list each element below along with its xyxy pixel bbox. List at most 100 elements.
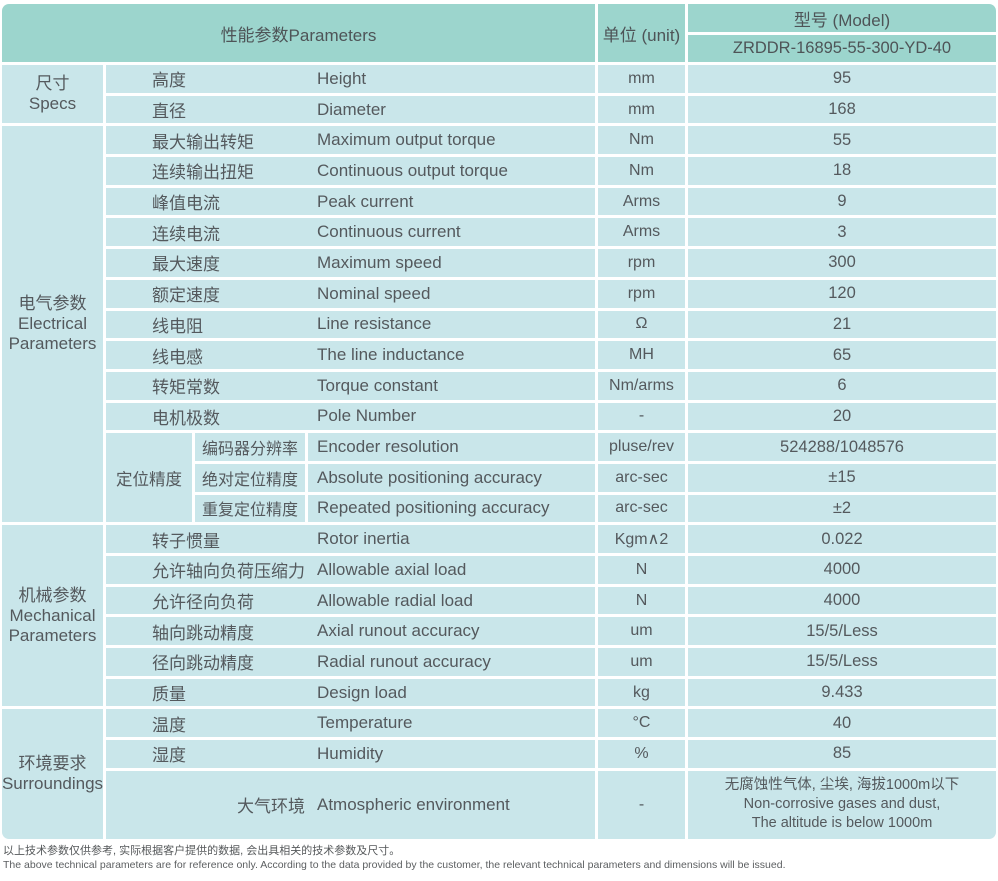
unit-cell: mm	[598, 65, 685, 93]
category-mechanical-line-cn: 机械参数	[18, 585, 87, 605]
unit-cell: kg	[598, 678, 685, 707]
unit-cell: pluse/rev	[598, 433, 685, 461]
value-cell: 4000	[688, 556, 996, 584]
value-cell: 120	[688, 279, 996, 308]
footer-note-en: The above technical parameters are for r…	[3, 859, 786, 871]
unit-cell: Nm	[598, 157, 685, 185]
param-name-cell: 允许径向负荷 Allowable radial load	[106, 586, 595, 615]
param-en-label: The line inductance	[317, 345, 465, 365]
param-cn-label: 额定速度	[152, 286, 220, 306]
param-en-label: Pole Number	[317, 406, 417, 426]
value-cell: 9	[688, 187, 996, 216]
param-name-cell: 连续输出扭矩 Continuous output torque	[106, 157, 595, 185]
param-name-cell: 最大速度 Maximum speed	[106, 249, 595, 277]
param-cn-label: 线电阻	[152, 316, 203, 336]
category-electrical-cell: 电气参数 Electrical Parameters	[2, 126, 103, 523]
unit-cell: rpm	[598, 249, 685, 277]
param-cn-label: 允许轴向负荷压缩力	[152, 562, 305, 582]
value-cell: 85	[688, 740, 996, 768]
param-en-label: Design load	[317, 682, 407, 702]
category-electrical-line-cn: 电气参数	[18, 294, 87, 314]
atmospheric-value-line-2: Non-corrosive gases and dust,	[743, 796, 941, 813]
param-cn-label: 湿度	[152, 746, 186, 766]
value-cell: 40	[688, 709, 996, 738]
param-name-cell: 转子惯量 Rotor inertia	[106, 525, 595, 553]
param-name-cell: 允许轴向负荷压缩力 Allowable axial load	[106, 556, 595, 584]
param-en-label: Torque constant	[317, 375, 438, 395]
footer-note-cn: 以上技术参数仅供参考, 实际根据客户提供的数据, 会出具相关的技术参数及尺寸。	[3, 845, 401, 857]
unit-cell: arc-sec	[598, 494, 685, 523]
category-mechanical-cell: 机械参数 Mechanical Parameters	[2, 525, 103, 707]
header-model-label-cell: 型号 (Model)	[688, 4, 996, 32]
unit-cell: %	[598, 740, 685, 768]
unit-cell: Nm/arms	[598, 371, 685, 400]
category-mechanical-line-en2: Parameters	[8, 625, 97, 645]
param-cn-label: 允许径向负荷	[152, 593, 254, 613]
param-en-label: Maximum speed	[317, 252, 442, 272]
value-cell: 300	[688, 249, 996, 277]
unit-cell: -	[598, 770, 685, 839]
param-en-label: Nominal speed	[317, 283, 431, 303]
value-cell: 15/5/Less	[688, 617, 996, 646]
param-name-cell: 额定速度 Nominal speed	[106, 279, 595, 308]
value-cell: 4000	[688, 586, 996, 615]
value-cell: 21	[688, 310, 996, 339]
atmospheric-value-line-1: 无腐蚀性气体, 尘埃, 海拔1000m以下	[724, 777, 960, 794]
param-en-label: Rotor inertia	[317, 529, 410, 549]
sub-param-cn-cell: 绝对定位精度	[195, 463, 305, 492]
param-name-cell: 高度 Height	[106, 65, 595, 93]
param-name-cell: 连续电流 Continuous current	[106, 218, 595, 247]
sub-param-en-cell: Repeated positioning accuracy	[308, 494, 595, 523]
param-cn-label: 电机极数	[152, 408, 220, 428]
param-en-label: Peak current	[317, 191, 414, 211]
value-cell: 3	[688, 218, 996, 247]
unit-cell: N	[598, 556, 685, 584]
spec-table: 性能参数Parameters 单位 (unit) 型号 (Model) ZRDD…	[2, 4, 996, 839]
param-en-label: Atmospheric environment	[317, 794, 510, 814]
param-en-label: Line resistance	[317, 314, 432, 334]
param-name-cell: 峰值电流 Peak current	[106, 187, 595, 216]
header-unit-cell: 单位 (unit)	[598, 4, 685, 62]
param-cn-label: 最大输出转矩	[152, 132, 254, 152]
param-en-label: Maximum output torque	[317, 130, 496, 150]
value-cell: 15/5/Less	[688, 648, 996, 676]
param-cn-label: 轴向跳动精度	[152, 623, 254, 643]
param-name-cell: 线电阻 Line resistance	[106, 310, 595, 339]
unit-cell: Arms	[598, 187, 685, 216]
category-specs-cell: 尺寸 Specs	[2, 65, 103, 124]
value-cell: 20	[688, 402, 996, 431]
category-surroundings-line-en: Surroundings	[2, 774, 103, 794]
param-name-cell: 大气环境 Atmospheric environment	[106, 770, 595, 839]
sub-param-cn-cell: 编码器分辨率	[195, 433, 305, 461]
sub-param-en-cell: Encoder resolution	[308, 433, 595, 461]
param-en-label: Allowable axial load	[317, 559, 467, 579]
value-cell: 0.022	[688, 525, 996, 553]
unit-cell: °C	[598, 709, 685, 738]
value-cell: ±2	[688, 494, 996, 523]
category-surroundings-cell: 环境要求 Surroundings	[2, 709, 103, 839]
value-cell: 18	[688, 157, 996, 185]
param-en-label: Temperature	[317, 713, 413, 733]
param-en-label: Axial runout accuracy	[317, 621, 480, 641]
param-cn-label: 转子惯量	[152, 531, 220, 551]
param-name-cell: 温度 Temperature	[106, 709, 595, 738]
category-specs-line-cn: 尺寸	[35, 74, 70, 94]
category-specs-line-en: Specs	[28, 94, 77, 114]
param-cn-label: 温度	[152, 715, 186, 735]
param-cn-label: 最大速度	[152, 255, 220, 275]
footer-notes: 以上技术参数仅供参考, 实际根据客户提供的数据, 会出具相关的技术参数及尺寸。 …	[3, 844, 786, 872]
param-cn-label: 连续输出扭矩	[152, 163, 254, 183]
param-cn-label: 质量	[152, 685, 186, 705]
param-name-cell: 电机极数 Pole Number	[106, 402, 595, 431]
header-parameters-cell: 性能参数Parameters	[2, 4, 595, 62]
param-name-cell: 质量 Design load	[106, 678, 595, 707]
unit-cell: mm	[598, 95, 685, 124]
value-cell: 168	[688, 95, 996, 124]
header-model-value-cell: ZRDDR-16895-55-300-YD-40	[688, 35, 996, 62]
unit-cell: rpm	[598, 279, 685, 308]
param-cn-label: 高度	[152, 71, 186, 91]
unit-cell: MH	[598, 341, 685, 369]
value-cell: 6	[688, 371, 996, 400]
param-en-label: Height	[317, 68, 367, 88]
unit-cell: Ω	[598, 310, 685, 339]
